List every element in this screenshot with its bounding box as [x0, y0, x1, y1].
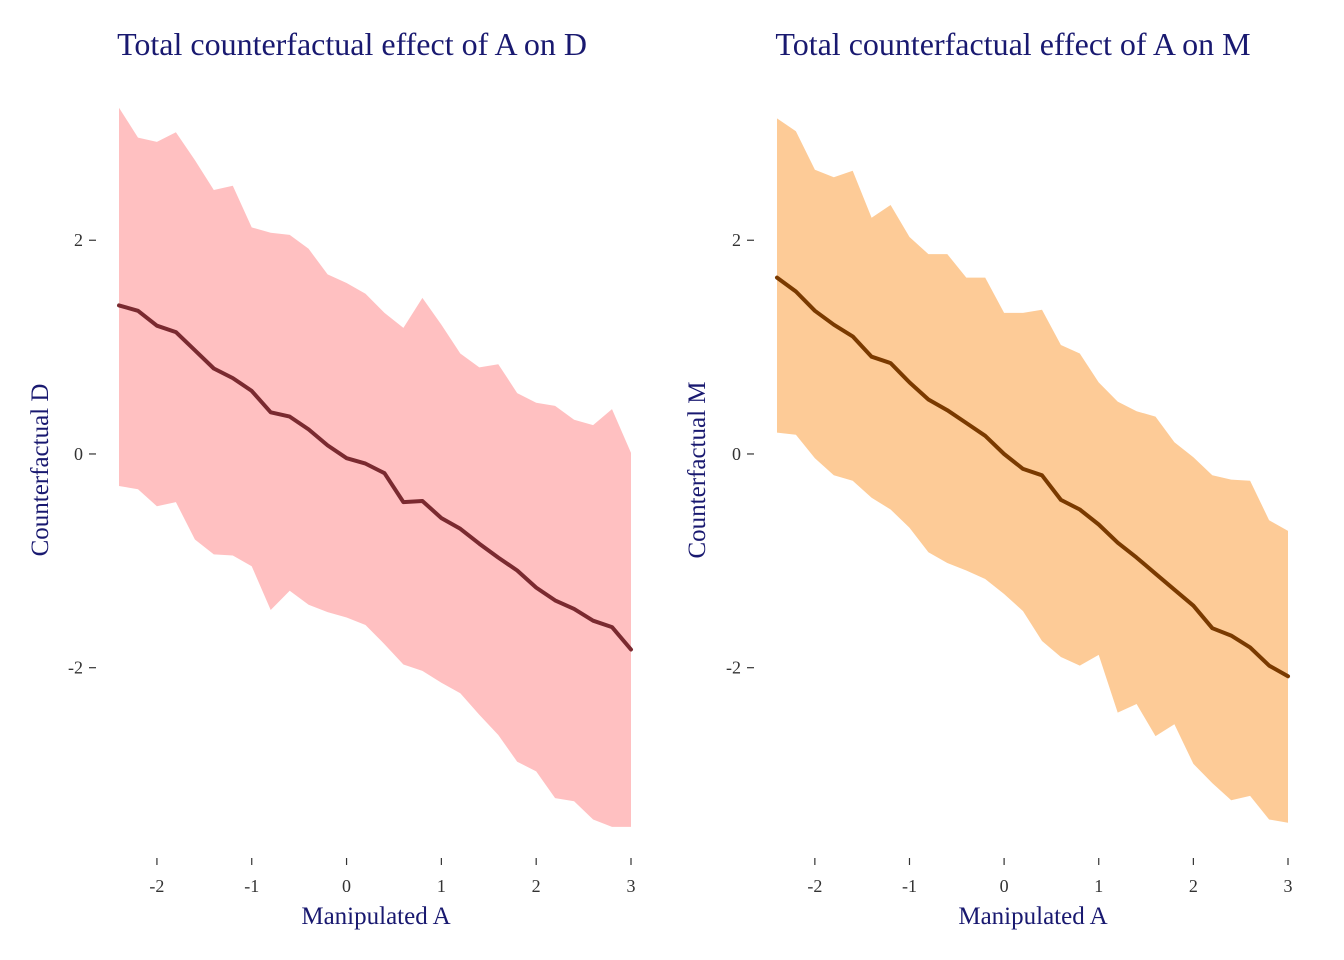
chart-panel-d: Total counterfactual effect of A on D -2…	[27, 26, 636, 930]
y-tick-label: 0	[732, 444, 741, 464]
y-tick-label: 0	[74, 444, 83, 464]
x-axis-title: Manipulated A	[301, 903, 450, 930]
x-tick-label: -2	[149, 876, 164, 896]
x-tick-label: -1	[902, 876, 917, 896]
mean-line	[775, 275, 1290, 679]
x-tick-label: 2	[532, 876, 541, 896]
y-tick-label: 2	[732, 230, 741, 250]
x-tick-label: 0	[342, 876, 351, 896]
x-tick-label: 3	[627, 876, 636, 896]
y-tick-label: 2	[74, 230, 83, 250]
plot-area: -2 -1 0 1 2 3 -2 0 2	[68, 107, 636, 896]
y-tick-label: -2	[68, 658, 83, 678]
y-axis-title: Counterfactual D	[27, 384, 54, 557]
chart-panel-m: Total counterfactual effect of A on M -2…	[684, 26, 1293, 930]
mean-line	[117, 303, 633, 652]
x-axis-title: Manipulated A	[958, 903, 1107, 930]
x-tick-label: 1	[1094, 876, 1103, 896]
y-tick-label: -2	[726, 658, 741, 678]
x-tick-label: 3	[1284, 876, 1293, 896]
x-tick-label: 2	[1189, 876, 1198, 896]
x-tick-label: 0	[1000, 876, 1009, 896]
x-tick-label: -1	[244, 876, 259, 896]
y-axis-title: Counterfactual M	[684, 381, 711, 558]
plot-area: -2 -1 0 1 2 3 -2 0 2	[726, 118, 1293, 896]
x-tick-label: -2	[807, 876, 822, 896]
chart-title: Total counterfactual effect of A on D	[117, 26, 587, 62]
chart-title: Total counterfactual effect of A on M	[775, 26, 1250, 62]
x-tick-label: 1	[437, 876, 446, 896]
